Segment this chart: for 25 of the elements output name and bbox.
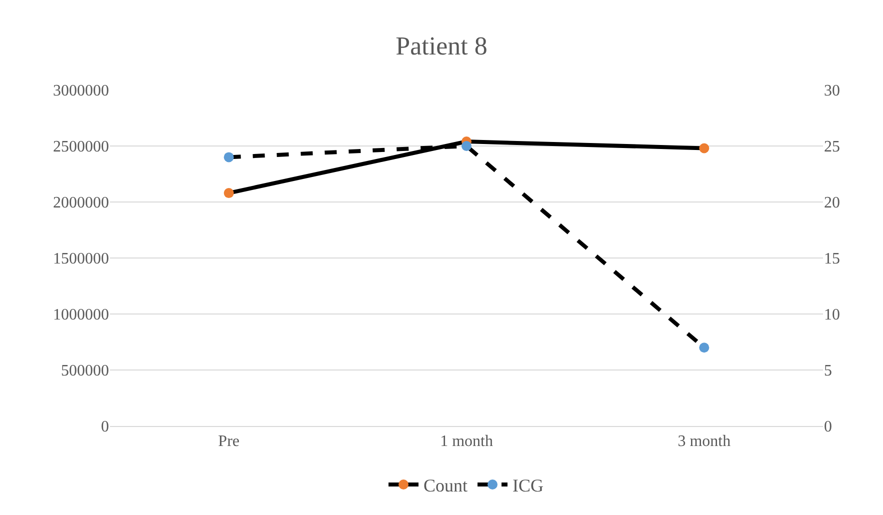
point [224,188,234,198]
y2-tick-label: 5 [824,362,832,380]
y-tick-label: 2000000 [53,194,109,212]
y-tick-label: 1500000 [53,250,109,268]
legend-label: ICG [512,476,544,496]
point [462,141,472,151]
x-tick-label: Pre [218,433,240,450]
y2-tick-label: 0 [824,418,832,436]
point [699,342,710,353]
x-tick-label: 3 month [678,433,731,450]
y2-tick-label: 10 [824,306,840,324]
y-tick-label: 500000 [61,362,109,380]
point [699,143,710,154]
y-tick-label: 2500000 [53,138,109,156]
x-tick-label: 1 month [440,433,493,450]
y2-tick-label: 15 [824,250,840,268]
point [224,152,234,162]
legend-label: Count [424,476,468,496]
y2-tick-label: 20 [824,194,840,212]
y2-tick-label: 30 [824,82,840,100]
y2-tick-label: 25 [824,138,840,156]
y-tick-label: 3000000 [53,82,109,100]
y-tick-label: 1000000 [53,306,109,324]
chart-title: Patient 8 [396,31,488,60]
y-tick-label: 0 [101,418,109,436]
